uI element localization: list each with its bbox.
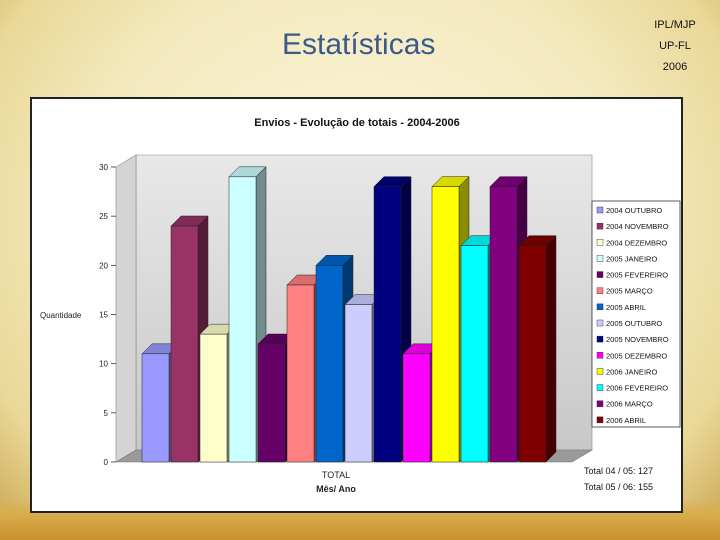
y-tick-label: 0 (104, 458, 109, 467)
legend-label: 2006 MARÇO (606, 400, 653, 409)
bar-front (344, 304, 373, 463)
bar-front (257, 343, 286, 463)
legend-swatch (596, 206, 604, 214)
legend-swatch (596, 239, 604, 246)
bar-front (460, 245, 489, 463)
bar-front (402, 353, 431, 463)
legend-swatch (596, 352, 604, 359)
bar-front (431, 186, 460, 463)
bar-front (141, 353, 170, 463)
legend-label: 2005 DEZEMBRO (606, 351, 667, 360)
annotation-total-05-06: Total 05 / 06: 155 (584, 482, 653, 492)
plot-side-wall (115, 154, 137, 463)
annotation-total-04-05: Total 04 / 05: 127 (584, 466, 653, 476)
legend-label: 2004 OUTUBRO (606, 206, 662, 215)
y-tick-label: 10 (99, 360, 108, 369)
legend-label: 2005 OUTUBRO (606, 319, 662, 328)
chart-title: Envios - Evolução de totais - 2004-2006 (254, 117, 459, 129)
legend-box (591, 200, 681, 428)
bar-front (315, 265, 344, 463)
legend-label: 2006 ABRIL (606, 416, 646, 425)
legend-label: 2006 JANEIRO (606, 367, 657, 376)
bar-front (199, 333, 228, 463)
legend-label: 2004 DEZEMBRO (606, 238, 667, 247)
legend-swatch (596, 222, 604, 230)
bar-front (373, 186, 402, 463)
bar-side (545, 235, 557, 463)
org-line-1: IPL/MJP (654, 19, 696, 31)
legend-swatch (596, 335, 604, 343)
x-tick-label: TOTAL (322, 470, 350, 480)
legend-swatch (596, 271, 604, 278)
org-info: IPL/MJP UP-FL 2006 (630, 15, 720, 78)
bar-front (489, 186, 518, 463)
legend-swatch (596, 416, 604, 424)
y-tick-label: 15 (99, 311, 108, 320)
legend-swatch (596, 303, 604, 311)
bar-front (286, 284, 315, 463)
legend-swatch (596, 319, 604, 327)
legend-label: 2005 FEVEREIRO (606, 271, 668, 280)
y-tick-label: 30 (99, 163, 108, 172)
y-tick-label: 20 (99, 261, 108, 270)
bar-front (518, 245, 547, 463)
legend-swatch (596, 287, 604, 294)
legend-label: 2005 MARÇO (606, 287, 653, 296)
legend-swatch (596, 368, 604, 375)
bar-front (170, 225, 199, 463)
legend-label: 2005 ABRIL (606, 303, 646, 312)
org-line-3: 2006 (662, 61, 688, 73)
legend-label: 2005 JANEIRO (606, 254, 657, 263)
legend-label: 2005 NOVEMBRO (606, 335, 669, 344)
legend-swatch (596, 400, 604, 407)
org-line-2: UP-FL (659, 40, 691, 52)
y-tick-label: 5 (104, 409, 109, 418)
bar-front (228, 176, 257, 463)
legend-label: 2004 NOVEMBRO (606, 222, 669, 231)
slide-title: Estatísticas (282, 28, 436, 61)
legend-label: 2006 FEVEREIRO (606, 384, 668, 393)
legend-swatch (596, 255, 604, 262)
y-axis-label: Quantidade (40, 311, 82, 320)
legend-swatch (596, 384, 604, 391)
y-tick-label: 25 (99, 212, 108, 221)
x-axis-label: Mês/ Ano (316, 484, 356, 494)
bar (518, 235, 557, 463)
